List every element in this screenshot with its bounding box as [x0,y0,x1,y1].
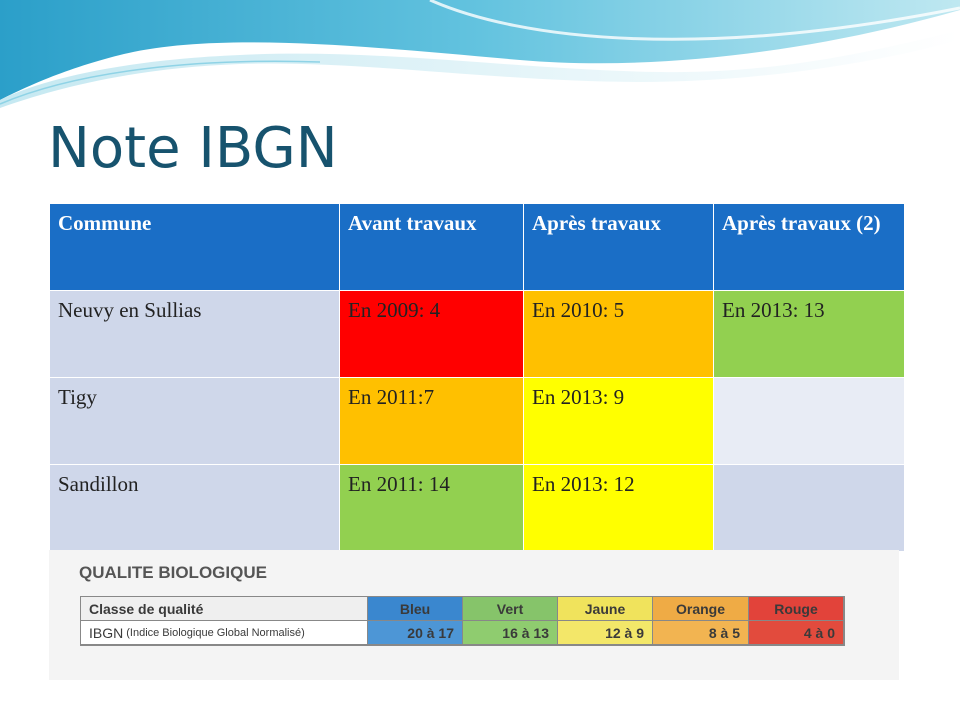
apres-cell: En 2013: 12 [523,464,714,552]
legend-ibgn-text: IBGN [89,624,124,641]
header-wave-decoration [0,0,960,108]
table-row: Sandillon En 2011: 14 En 2013: 12 [49,464,905,552]
legend-range-bleu: 20 à 17 [368,621,463,645]
legend-grid: Classe de qualité Bleu Vert Jaune Orange… [80,596,845,646]
apres-cell: En 2010: 5 [523,290,714,378]
apres-2-cell [713,377,905,465]
commune-cell: Sandillon [49,464,340,552]
commune-cell: Tigy [49,377,340,465]
header-apres-travaux-2: Après travaux (2) [713,203,905,291]
legend-ibgn-label: IBGN (Indice Biologique Global Normalisé… [81,621,368,645]
table-row: Tigy En 2011:7 En 2013: 9 [49,377,905,465]
header-apres-travaux: Après travaux [523,203,714,291]
legend-class-label: Classe de qualité [81,597,368,621]
table-header-row: Commune Avant travaux Après travaux Aprè… [49,203,905,291]
avant-cell: En 2011: 14 [339,464,524,552]
apres-2-cell [713,464,905,552]
header-commune: Commune [49,203,340,291]
header-avant-travaux: Avant travaux [339,203,524,291]
legend-range-orange: 8 à 5 [653,621,749,645]
quality-legend-image: QUALITE BIOLOGIQUE Classe de qualité Ble… [49,550,899,680]
avant-cell: En 2011:7 [339,377,524,465]
apres-2-cell: En 2013: 13 [713,290,905,378]
legend-range-rouge: 4 à 0 [749,621,844,645]
legend-class-bleu: Bleu [368,597,463,621]
legend-title: QUALITE BIOLOGIQUE [79,563,267,582]
legend-range-vert: 16 à 13 [463,621,558,645]
slide-title: Note IBGN [48,116,338,181]
legend-class-jaune: Jaune [558,597,653,621]
ibgn-table: Commune Avant travaux Après travaux Aprè… [49,203,905,552]
legend-ibgn-note: (Indice Biologique Global Normalisé) [126,626,305,639]
legend-range-jaune: 12 à 9 [558,621,653,645]
commune-cell: Neuvy en Sullias [49,290,340,378]
legend-class-orange: Orange [653,597,749,621]
legend-class-vert: Vert [463,597,558,621]
legend-class-rouge: Rouge [749,597,844,621]
avant-cell: En 2009: 4 [339,290,524,378]
table-row: Neuvy en Sullias En 2009: 4 En 2010: 5 E… [49,290,905,378]
apres-cell: En 2013: 9 [523,377,714,465]
